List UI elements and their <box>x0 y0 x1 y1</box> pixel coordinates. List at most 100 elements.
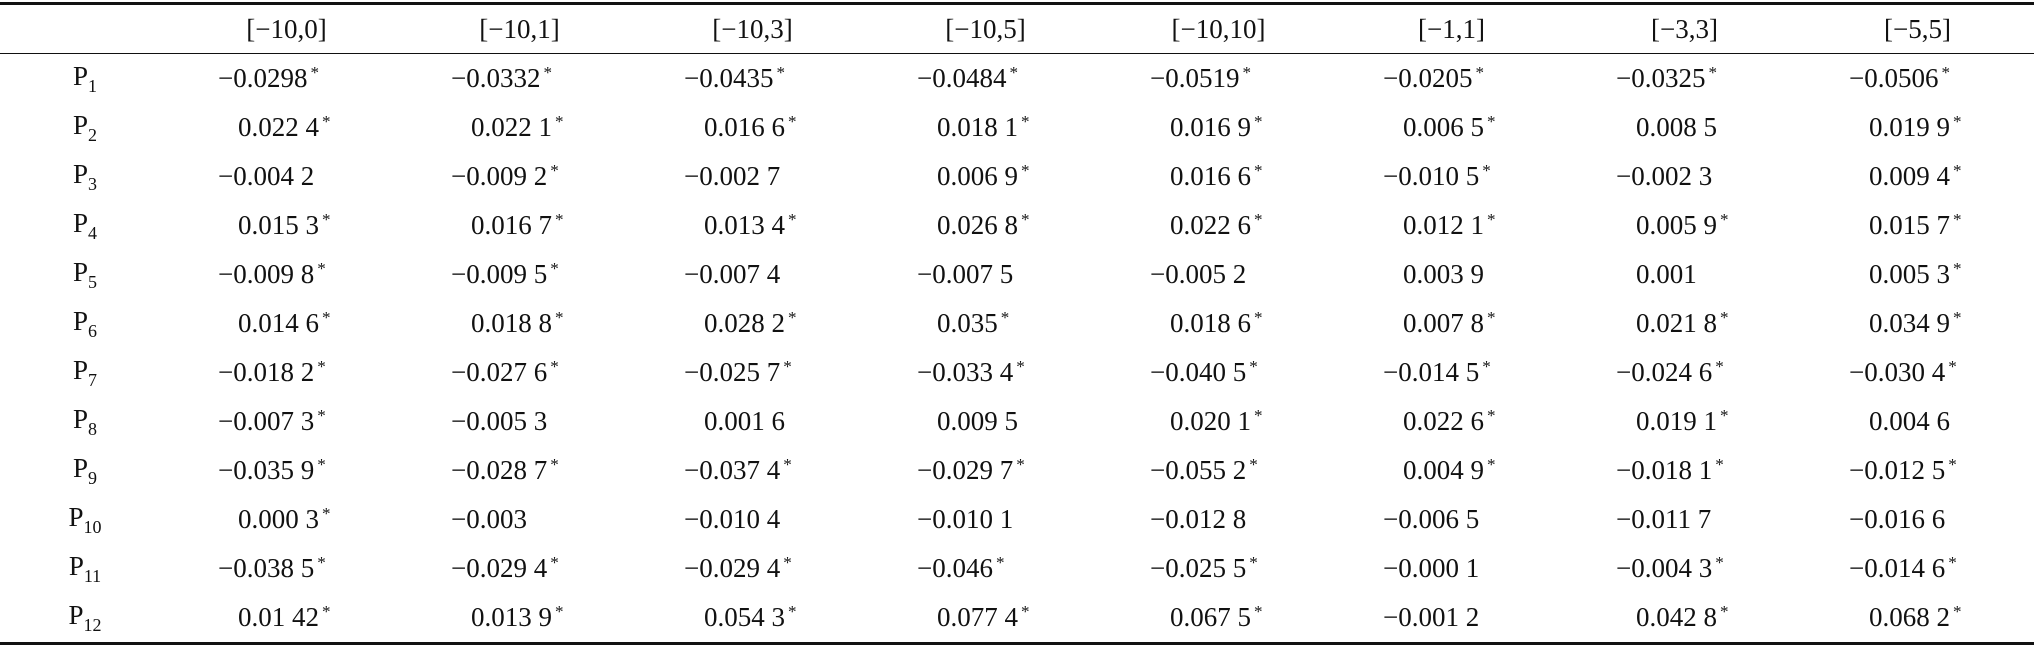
significance-mark: * <box>543 63 552 82</box>
table-row: P2 0.022 4 * 0.022 1 * 0.016 6 * 0.018 1 * 0.016 … <box>0 103 2034 152</box>
column-header: [−1,1] <box>1335 3 1568 54</box>
significance-mark: * <box>555 112 564 131</box>
significance-mark: * <box>317 455 326 474</box>
cell-value: −0.000 1 <box>1383 553 1480 583</box>
cell-value: 0.054 3 <box>704 602 785 632</box>
cell-value: −0.016 6 <box>1849 504 1946 534</box>
value-cell: 0.001 <box>1568 250 1801 299</box>
cell-value: −0.025 5 <box>1150 553 1247 583</box>
label-base: P <box>72 158 89 189</box>
row-label: P1 <box>0 54 170 104</box>
value-cell: −0.029 4 * <box>636 544 869 593</box>
cell-value: −0.005 3 <box>451 406 548 436</box>
significance-mark: * <box>1948 357 1957 376</box>
value-cell: 0.019 9 * <box>1801 103 2034 152</box>
label-subscript: 12 <box>83 614 102 635</box>
row-label: P3 <box>0 152 170 201</box>
table-row: P9 −0.035 9 * −0.028 7 * −0.037 4 * −0.029 7 * −0… <box>0 446 2034 495</box>
cell-value: 0.068 2 <box>1869 602 1950 632</box>
significance-mark: * <box>1953 112 1962 131</box>
significance-mark: * <box>1708 63 1717 82</box>
table-row: P5 −0.009 8 * −0.009 5 * −0.007 4 −0.007 5 −0.0… <box>0 250 2034 299</box>
row-label: P8 <box>0 397 170 446</box>
header-row: [−10,0] [−10,1] [−10,3] [−10,5] [−10,10] [−1,… <box>0 3 2034 54</box>
significance-mark: * <box>1482 357 1491 376</box>
cell-value: −0.005 2 <box>1150 259 1247 289</box>
significance-mark: * <box>776 63 785 82</box>
cell-value: −0.029 7 <box>917 455 1014 485</box>
cell-value: 0.018 1 <box>937 112 1018 142</box>
significance-mark: * <box>1021 210 1030 229</box>
significance-mark: * <box>555 210 564 229</box>
significance-mark: * <box>995 553 1005 572</box>
significance-mark: * <box>1715 553 1724 572</box>
cell-value: −0.018 2 <box>218 357 315 387</box>
cell-value: 0.067 5 <box>1170 602 1251 632</box>
cell-value: −0.040 5 <box>1150 357 1247 387</box>
cell-value: 0.018 6 <box>1170 308 1251 338</box>
value-cell: 0.016 9 * <box>1102 103 1335 152</box>
row-label: P6 <box>0 299 170 348</box>
value-cell: 0.034 9 * <box>1801 299 2034 348</box>
significance-mark: * <box>1948 455 1957 474</box>
value-cell: −0.0435 * <box>636 54 869 104</box>
significance-mark: * <box>1009 63 1018 82</box>
significance-mark: * <box>1254 161 1263 180</box>
value-cell: −0.033 4 * <box>869 348 1102 397</box>
value-cell: −0.0506 * <box>1801 54 2034 104</box>
cell-value: 0.022 6 <box>1403 406 1484 436</box>
value-cell: 0.077 4 * <box>869 593 1102 644</box>
cell-value: −0.0506 <box>1849 63 1939 93</box>
label-base: P <box>72 305 89 336</box>
value-cell: −0.038 5 * <box>170 544 403 593</box>
significance-mark: * <box>1487 455 1496 474</box>
cell-value: −0.009 2 <box>451 161 548 191</box>
cell-value: −0.0484 <box>917 63 1007 93</box>
cell-value: 0.01 42 <box>238 602 319 632</box>
value-cell: 0.015 7 * <box>1801 201 2034 250</box>
significance-mark: * <box>1016 357 1025 376</box>
label-base: P <box>72 60 89 91</box>
table-row: P8 −0.007 3 * −0.005 3 0.001 6 0.009 5 0.020 1… <box>0 397 2034 446</box>
significance-mark: * <box>1715 357 1724 376</box>
label-subscript: 5 <box>88 271 98 292</box>
cell-value: −0.0332 <box>451 63 541 93</box>
value-cell: −0.012 5 * <box>1801 446 2034 495</box>
significance-mark: * <box>1016 455 1025 474</box>
significance-mark: * <box>1249 553 1258 572</box>
value-cell: 0.054 3 * <box>636 593 869 644</box>
row-label: P10 <box>0 495 170 544</box>
cell-value: 0.018 8 <box>471 308 552 338</box>
cell-value: 0.019 9 <box>1869 112 1950 142</box>
value-cell: −0.009 8 * <box>170 250 403 299</box>
cell-value: 0.020 1 <box>1170 406 1251 436</box>
value-cell: 0.018 8 * <box>403 299 636 348</box>
significance-mark: * <box>1948 553 1957 572</box>
significance-mark: * <box>550 455 559 474</box>
cell-value: 0.009 4 <box>1869 161 1950 191</box>
value-cell: −0.055 2 * <box>1102 446 1335 495</box>
table-row: P6 0.014 6 * 0.018 8 * 0.028 2 * 0.035 * 0.018 6 *… <box>0 299 2034 348</box>
value-cell: −0.007 5 <box>869 250 1102 299</box>
value-cell: 0.004 9 * <box>1335 446 1568 495</box>
value-cell: −0.010 5 * <box>1335 152 1568 201</box>
value-cell: 0.022 4 * <box>170 103 403 152</box>
cell-value: 0.013 9 <box>471 602 552 632</box>
table-row: P4 0.015 3 * 0.016 7 * 0.013 4 * 0.026 8 * 0.022 … <box>0 201 2034 250</box>
value-cell: 0.035 * <box>869 299 1102 348</box>
label-subscript: 1 <box>88 75 98 96</box>
value-cell: −0.0332 * <box>403 54 636 104</box>
significance-mark: * <box>1720 406 1729 425</box>
cell-value: −0.001 2 <box>1383 602 1480 632</box>
significance-mark: * <box>550 161 559 180</box>
cell-value: 0.022 6 <box>1170 210 1251 240</box>
cell-value: 0.022 1 <box>471 112 552 142</box>
cell-value: −0.055 2 <box>1150 455 1247 485</box>
significance-mark: * <box>1249 357 1258 376</box>
cell-value: 0.035 <box>937 308 998 338</box>
cell-value: −0.006 5 <box>1383 504 1480 534</box>
cell-value: −0.014 5 <box>1383 357 1480 387</box>
significance-mark: * <box>1953 602 1962 621</box>
cell-value: −0.012 8 <box>1150 504 1247 534</box>
cell-value: 0.042 8 <box>1636 602 1717 632</box>
